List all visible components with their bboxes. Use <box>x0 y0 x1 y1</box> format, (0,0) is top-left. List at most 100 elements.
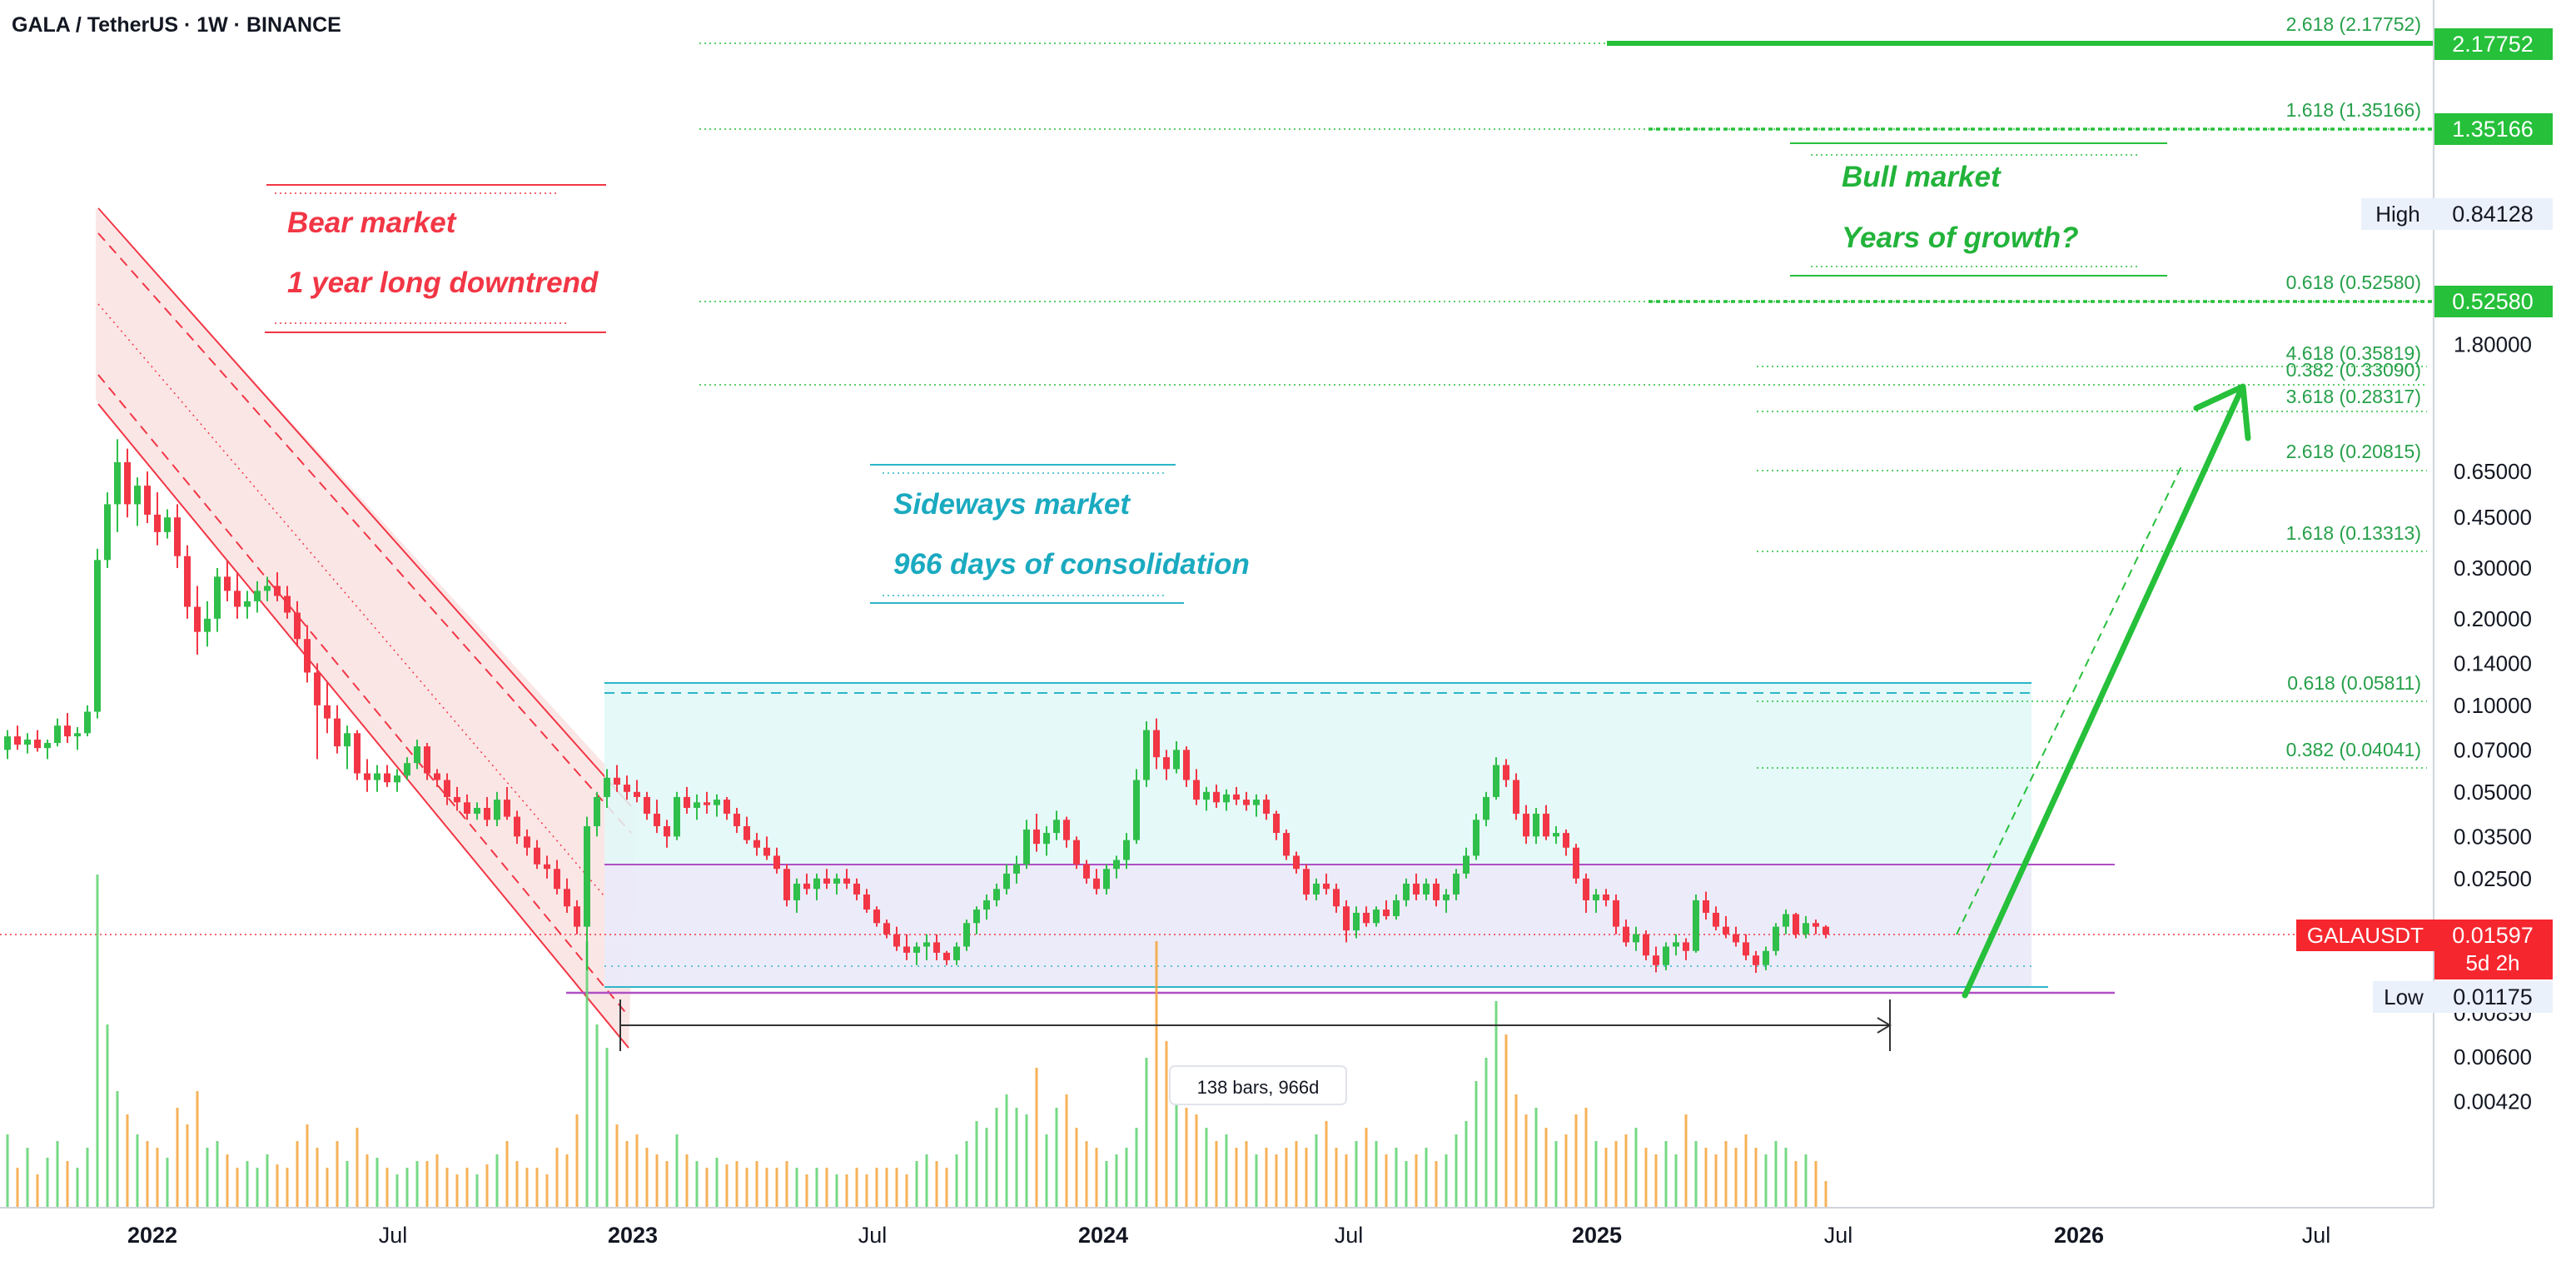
zones <box>96 207 2115 1049</box>
candle <box>1433 878 1440 907</box>
volume-bar <box>905 1174 908 1208</box>
candle-body <box>424 746 430 774</box>
candle <box>763 836 770 860</box>
measure-label: 138 bars, 966d <box>1197 1077 1320 1098</box>
volume-bar <box>1804 1154 1808 1208</box>
candle <box>214 568 221 632</box>
candle <box>104 492 111 569</box>
candle-body <box>1813 923 1819 927</box>
volume-bar <box>1774 1141 1778 1208</box>
candle <box>24 733 31 754</box>
volume-layer <box>6 875 1828 1208</box>
volume-bar <box>1305 1148 1308 1208</box>
candle-body <box>1593 894 1599 900</box>
candle <box>714 794 720 817</box>
candle-body <box>1393 900 1400 916</box>
y-tick-6: 0.20000 <box>2454 606 2532 631</box>
candle-body <box>913 946 920 953</box>
volume-bar <box>1115 1154 1118 1208</box>
volume-bar <box>256 1168 259 1208</box>
candle <box>783 864 790 907</box>
volume-bar <box>1165 1041 1168 1208</box>
volume-bar <box>625 1141 629 1208</box>
time-axis[interactable]: 2022 Jul 2023 Jul 2024 Jul 2025 Jul 2026 Jul <box>0 1207 2434 1248</box>
candle-body <box>614 777 620 785</box>
candle <box>823 869 830 890</box>
volume-bar <box>1065 1094 1068 1208</box>
volume-bar <box>535 1168 539 1208</box>
candle <box>474 802 480 820</box>
candle <box>134 477 141 526</box>
date-range-measure: 138 bars, 966d <box>619 999 1892 1105</box>
volume-bar <box>1025 1114 1028 1208</box>
y-tick-8: 0.10000 <box>2454 693 2532 718</box>
candle-body <box>1513 780 1519 814</box>
candle-body <box>1263 800 1270 814</box>
candle <box>1443 889 1450 913</box>
fib-label-mid-6: 0.618 (0.05811) <box>2287 672 2421 694</box>
candle-body <box>704 802 710 805</box>
volume-bar <box>1624 1134 1628 1208</box>
candle <box>1473 813 1479 860</box>
candle <box>254 581 261 613</box>
volume-bar <box>1395 1148 1398 1208</box>
candle <box>1173 740 1180 774</box>
candle <box>324 682 331 734</box>
candle-body <box>1443 894 1450 900</box>
candle-body <box>1093 878 1100 890</box>
candle <box>114 439 121 532</box>
candle-body <box>1493 765 1499 797</box>
candle-body <box>1063 820 1070 840</box>
candle-body <box>1213 791 1220 803</box>
candle <box>1093 869 1100 895</box>
candle-body <box>753 840 760 848</box>
candle-body <box>484 807 490 820</box>
candle <box>174 504 181 569</box>
bull-arrow-head <box>2193 383 2251 441</box>
candle-body <box>584 825 590 927</box>
volume-bar <box>805 1174 808 1208</box>
volume-bar <box>645 1148 649 1208</box>
candle <box>554 860 560 895</box>
candle-body <box>254 591 261 601</box>
volume-bar <box>1285 1148 1288 1208</box>
candle-body <box>504 800 510 817</box>
volume-bar <box>1215 1141 1218 1208</box>
candle <box>1083 860 1090 884</box>
bear-channel-top <box>97 207 632 807</box>
candle <box>1183 746 1190 787</box>
x-tick-3: Jul <box>858 1223 888 1248</box>
volume-bar <box>405 1168 409 1208</box>
candle-body <box>94 560 101 712</box>
candle-body <box>1133 780 1140 840</box>
candle-body <box>1253 800 1260 805</box>
candle-body <box>1473 820 1479 856</box>
candle-body <box>1723 926 1729 935</box>
candle <box>544 855 550 879</box>
y-tick-12: 0.02500 <box>2454 866 2532 891</box>
candle <box>1713 906 1719 931</box>
volume-bar <box>1185 1108 1188 1208</box>
candle-body <box>1363 912 1370 924</box>
price-axis[interactable]: 2.600001.800000.650000.450000.300000.200… <box>2296 0 2553 1208</box>
candle-body <box>1043 833 1050 845</box>
candle <box>534 840 540 870</box>
high-label-bg <box>2361 198 2434 230</box>
candle-body <box>374 773 380 780</box>
candle <box>504 786 510 820</box>
volume-bar <box>475 1174 479 1208</box>
candle <box>1743 934 1749 960</box>
candle <box>54 718 61 747</box>
volume-bar <box>236 1168 239 1208</box>
volume-bar <box>735 1161 738 1208</box>
volume-bar <box>955 1154 958 1208</box>
candle <box>893 926 900 951</box>
candle <box>943 950 950 965</box>
candle-body <box>1753 955 1759 965</box>
volume-bar <box>495 1154 499 1208</box>
x-tick-7: Jul <box>1824 1223 1853 1248</box>
volume-bar <box>1544 1128 1548 1208</box>
candle <box>94 548 101 719</box>
candle-body <box>4 736 11 750</box>
